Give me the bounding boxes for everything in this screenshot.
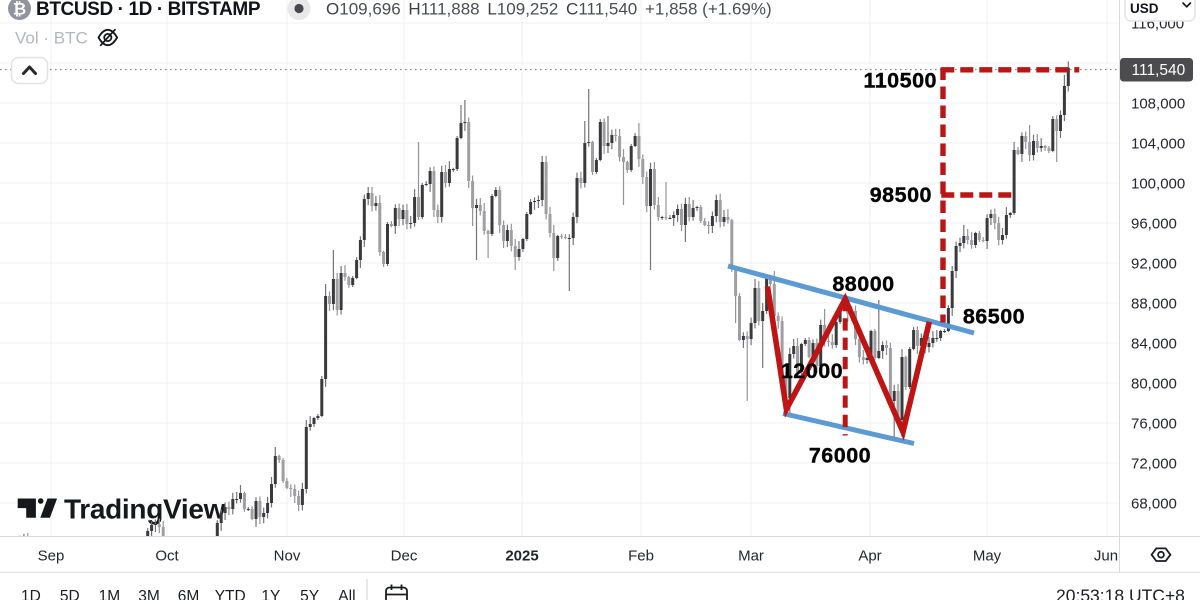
svg-text:72,000: 72,000	[1131, 456, 1177, 473]
svg-text:Mar: Mar	[738, 548, 764, 565]
svg-text:88,000: 88,000	[1131, 296, 1177, 313]
svg-text:BTCUSD · 1D · BITSTAMP: BTCUSD · 1D · BITSTAMP	[36, 0, 261, 20]
svg-text:Nov: Nov	[274, 548, 301, 565]
svg-text:May: May	[973, 548, 1002, 565]
svg-text:1D: 1D	[21, 588, 41, 600]
svg-text:111,540: 111,540	[1132, 62, 1186, 79]
svg-text:108,000: 108,000	[1131, 96, 1185, 113]
svg-text:Oct: Oct	[155, 548, 179, 565]
svg-text:76000: 76000	[809, 444, 871, 468]
svg-text:1Y: 1Y	[261, 588, 280, 600]
svg-text:O109,696 H111,888 L109,252: O109,696 H111,888 L109,252 C111,540 +1,8…	[326, 0, 772, 19]
svg-text:Vol · BTC: Vol · BTC	[15, 29, 88, 48]
svg-text:TradingView: TradingView	[64, 494, 226, 525]
svg-text:3M: 3M	[138, 588, 160, 600]
svg-text:5D: 5D	[60, 588, 80, 600]
svg-text:2025: 2025	[505, 548, 538, 565]
svg-text:Apr: Apr	[858, 548, 881, 565]
svg-text:All: All	[338, 588, 355, 600]
svg-text:Sep: Sep	[38, 548, 65, 565]
svg-text:104,000: 104,000	[1131, 136, 1185, 153]
svg-text:110500: 110500	[863, 69, 937, 93]
svg-text:86500: 86500	[963, 305, 1025, 329]
svg-text:92,000: 92,000	[1131, 256, 1177, 273]
svg-text:YTD: YTD	[215, 588, 246, 600]
svg-text:6M: 6M	[178, 588, 200, 600]
svg-text:12000: 12000	[781, 359, 843, 383]
svg-text:84,000: 84,000	[1131, 336, 1177, 353]
svg-text:98500: 98500	[870, 183, 932, 207]
svg-text:76,000: 76,000	[1131, 416, 1177, 433]
svg-text:1M: 1M	[99, 588, 121, 600]
svg-text:20:53:18 UTC+8: 20:53:18 UTC+8	[1056, 586, 1185, 601]
svg-text:100,000: 100,000	[1131, 176, 1185, 193]
svg-text:Dec: Dec	[391, 548, 418, 565]
svg-text:96,000: 96,000	[1131, 216, 1177, 233]
svg-text:Feb: Feb	[628, 548, 654, 565]
svg-text:80,000: 80,000	[1131, 376, 1177, 393]
svg-text:₿: ₿	[13, 1, 26, 19]
svg-text:88000: 88000	[832, 272, 894, 296]
svg-text:USD: USD	[1130, 1, 1159, 16]
svg-text:68,000: 68,000	[1131, 496, 1177, 513]
svg-text:5Y: 5Y	[300, 588, 319, 600]
svg-text:Jun: Jun	[1094, 548, 1118, 565]
